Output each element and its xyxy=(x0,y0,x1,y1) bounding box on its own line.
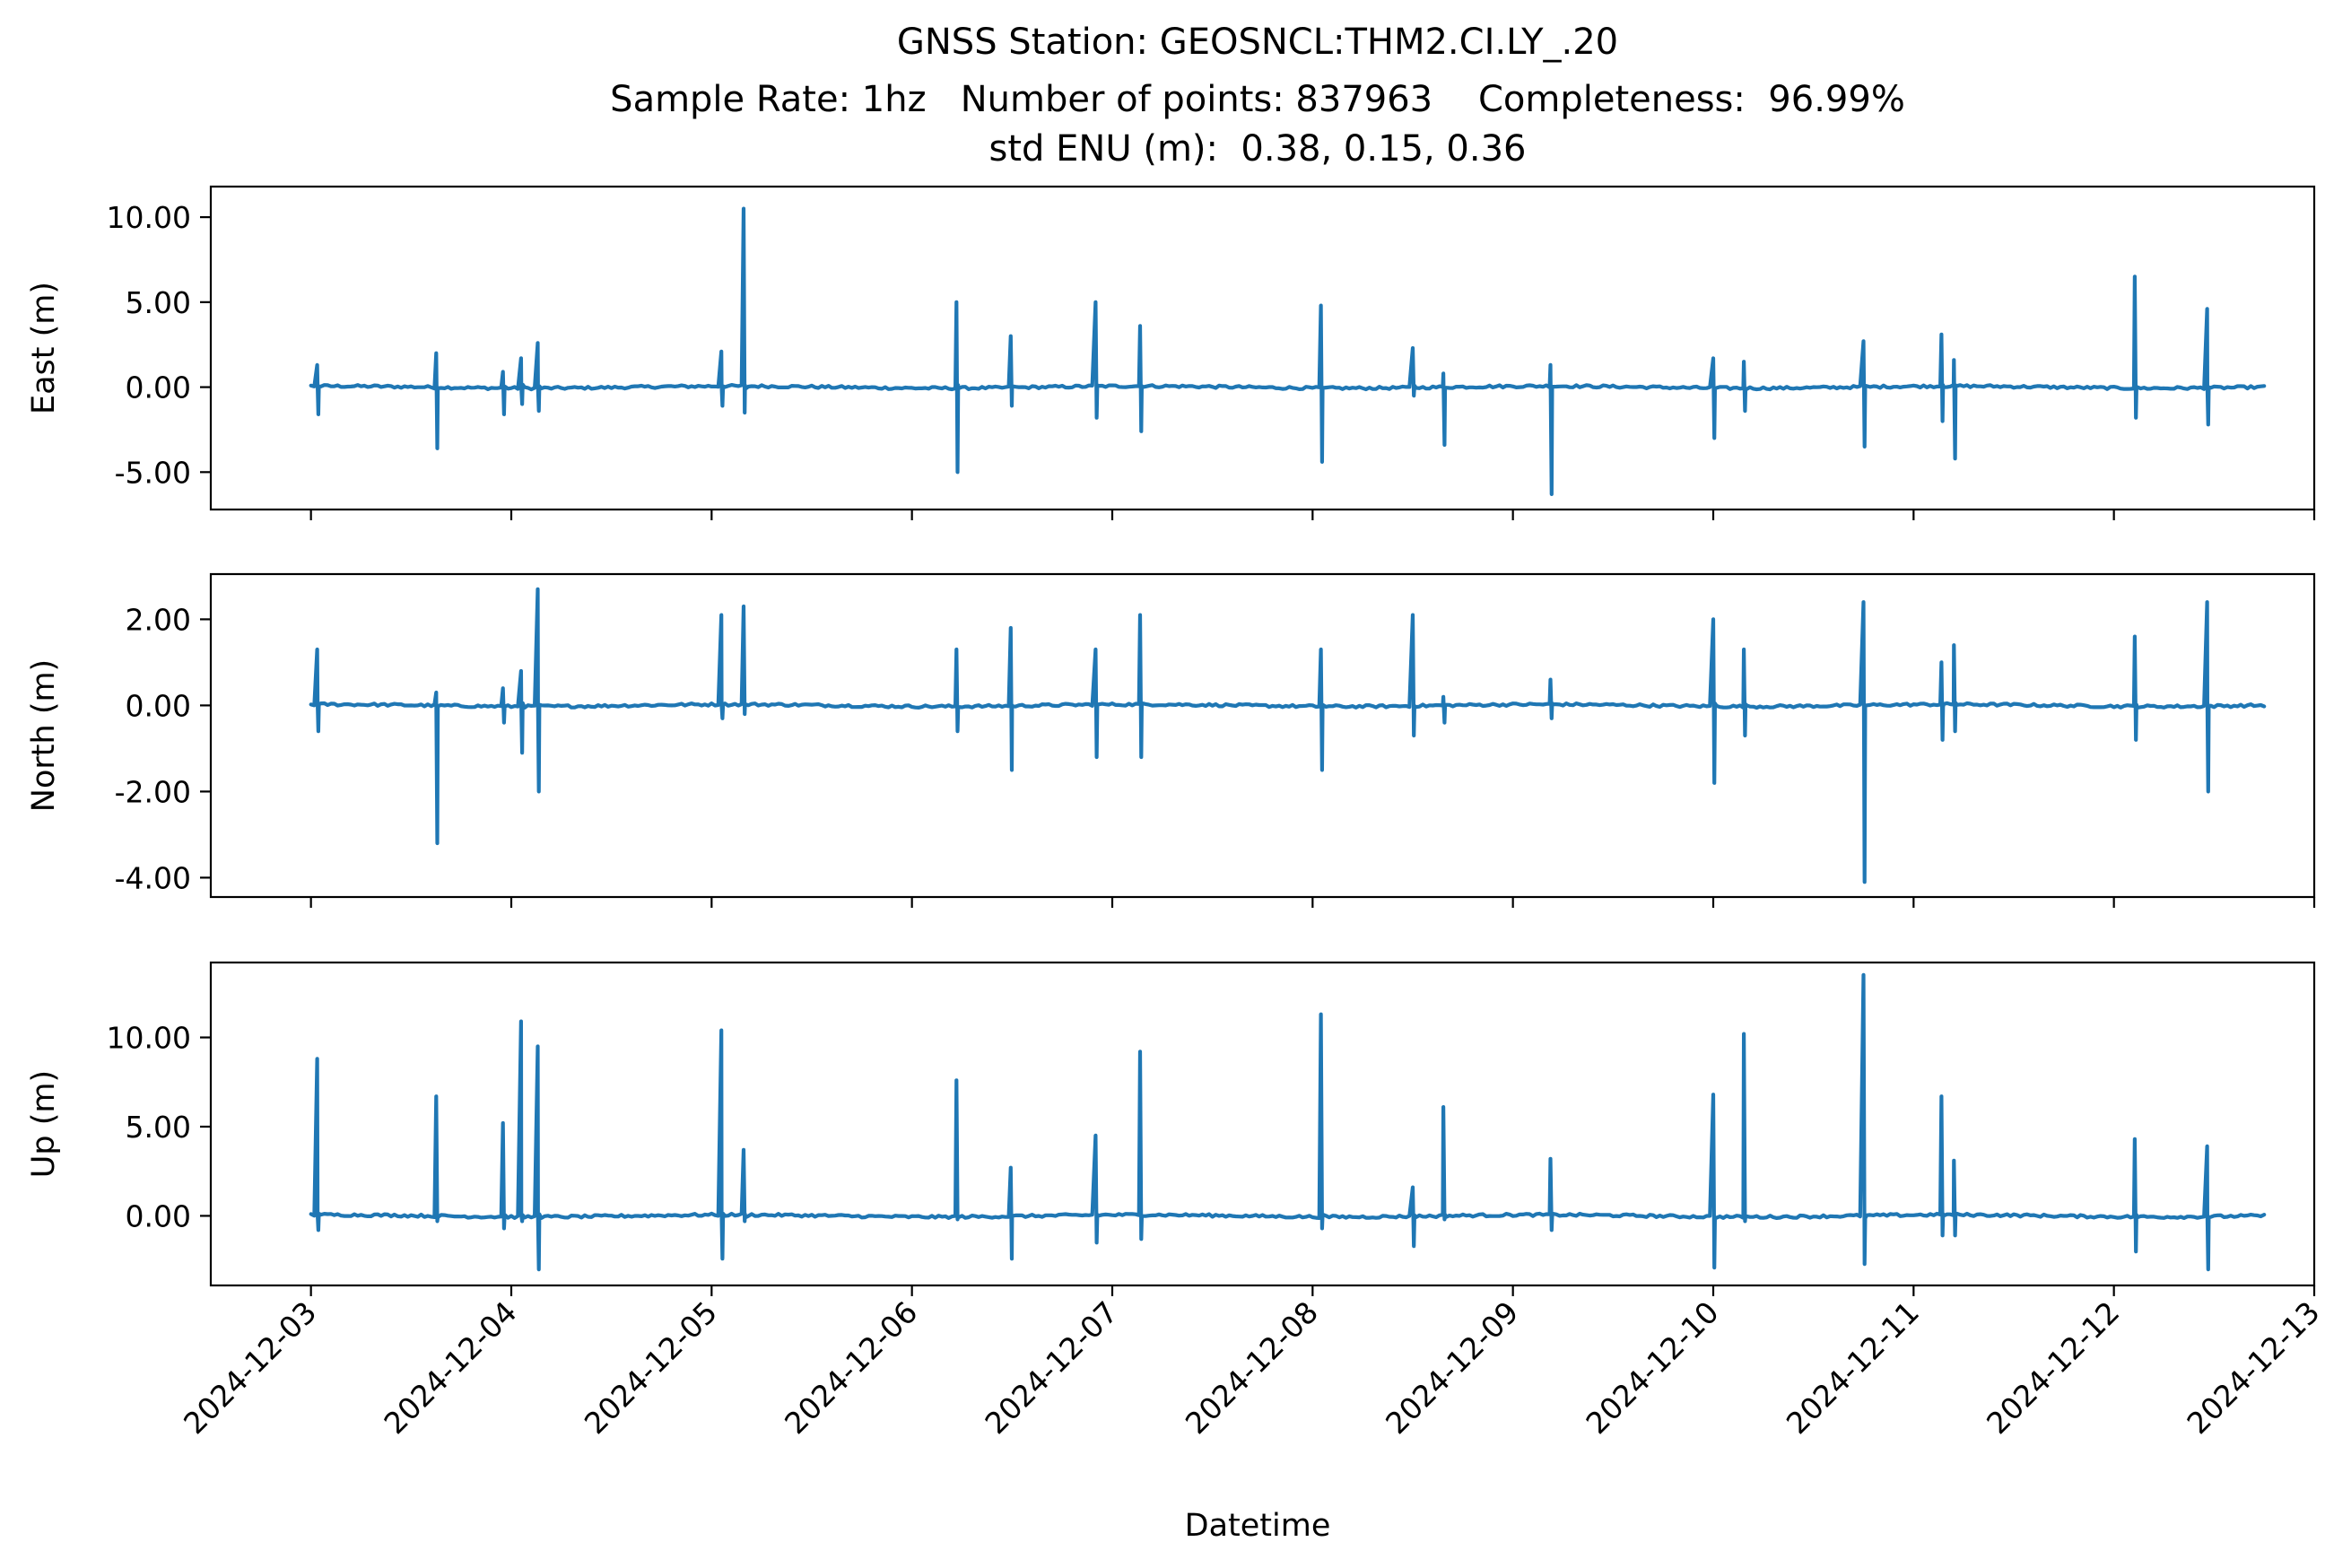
up-y-tick-label: 0.00 xyxy=(126,1198,191,1233)
north-y-tick-label: 0.00 xyxy=(126,688,191,723)
north-panel: 2.00 0.00 -2.00 -4.00 North (m) xyxy=(26,572,2316,908)
up-y-tick-label: 5.00 xyxy=(126,1110,191,1145)
chart-title: GNSS Station: GEOSNCL:THM2.CI.LY_.20 xyxy=(897,22,1618,63)
east-y-tick-label: -5.00 xyxy=(115,455,191,490)
north-y-tick-label: -2.00 xyxy=(115,774,191,809)
chart-subtitle-line-2: std ENU (m): 0.38, 0.15, 0.36 xyxy=(989,128,1527,170)
east-panel: 10.00 5.00 0.00 -5.00 East (m) xyxy=(26,185,2316,520)
east-y-axis-label: East (m) xyxy=(26,282,62,414)
north-y-tick-label: -4.00 xyxy=(115,860,191,895)
east-series-line xyxy=(309,206,2267,496)
east-y-tick-label: 0.00 xyxy=(126,370,191,405)
up-y-axis-label: Up (m) xyxy=(26,1070,62,1178)
east-y-tick-label: 10.00 xyxy=(107,200,191,235)
east-y-tick-label: 5.00 xyxy=(126,285,191,320)
north-series-line xyxy=(309,587,2267,884)
up-plot-frame xyxy=(209,961,2316,1287)
north-plot-frame xyxy=(209,572,2316,899)
up-series-line xyxy=(309,972,2267,1272)
north-y-axis-label: North (m) xyxy=(26,659,62,812)
east-plot-frame xyxy=(209,185,2316,511)
chart-subtitle-line-1: Sample Rate: 1hz Number of points: 83796… xyxy=(610,79,1905,120)
up-y-tick-label: 10.00 xyxy=(107,1021,191,1056)
north-y-tick-label: 2.00 xyxy=(126,602,191,637)
x-axis-label: Datetime xyxy=(1185,1508,1331,1544)
